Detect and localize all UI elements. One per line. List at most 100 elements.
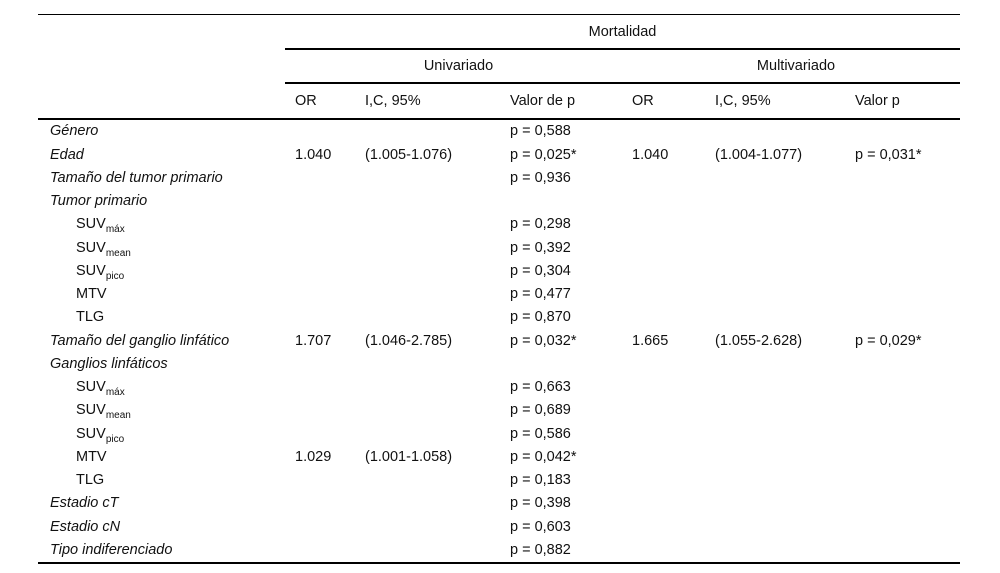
row-label-text: MTV	[76, 286, 107, 303]
row-label-text: TLG	[76, 309, 105, 326]
cell-ci-multivariate	[715, 446, 855, 469]
cell-ci-multivariate: (1.055-2.628)	[715, 332, 803, 349]
cell-ci-univariate	[365, 260, 510, 283]
cell-p-univariate: p = 0,398	[510, 495, 571, 512]
cell-or-univariate	[285, 539, 365, 563]
header-spacer	[38, 15, 285, 50]
cell-or-multivariate	[632, 167, 715, 190]
cell-p-univariate: p = 0,025*	[510, 146, 577, 163]
row-label-text: Ganglios linfáticos	[50, 355, 168, 372]
cell-p-multivariate	[855, 446, 960, 469]
row-label: Ganglios linfáticos	[38, 353, 285, 376]
row-label: TLG	[38, 469, 285, 492]
cell-p-univariate: p = 0,032*	[510, 332, 577, 349]
header-spacer	[38, 49, 285, 83]
cell-ci-multivariate	[715, 422, 855, 445]
cell-ci-univariate	[365, 167, 510, 190]
cell-ci-univariate: (1.001-1.058)	[365, 448, 453, 465]
row-label: Tamaño del tumor primario	[38, 167, 285, 190]
table-body: Género p = 0,588 Edad 1.040 (1.005-1.076) p =…	[38, 119, 960, 563]
cell-p-multivariate	[855, 283, 960, 306]
cell-or-univariate	[285, 376, 365, 399]
cell-or-univariate	[285, 119, 365, 143]
cell-or-univariate: 1.029	[295, 448, 332, 465]
row-label: Tumor primario	[38, 190, 285, 213]
row-label: Edad	[38, 143, 285, 166]
cell-p-univariate: p = 0,588	[510, 123, 571, 140]
table-row: SUVpico p = 0,304	[38, 260, 960, 283]
cell-ci-univariate	[365, 422, 510, 445]
row-label-subscript: mean	[105, 410, 131, 422]
cell-p-multivariate	[855, 515, 960, 538]
cell-ci-multivariate	[715, 190, 855, 213]
cell-p-univariate: p = 0,477	[510, 286, 571, 303]
row-label: SUVpico	[38, 422, 285, 445]
row-label-text: Género	[50, 123, 99, 140]
cell-ci-univariate	[365, 376, 510, 399]
col-header-or-multivariate: OR	[632, 83, 715, 120]
cell-or-multivariate	[632, 306, 715, 329]
row-label: Género	[38, 119, 285, 143]
cell-or-multivariate	[632, 446, 715, 469]
cell-or-multivariate	[632, 399, 715, 422]
col-header-p-univariate: Valor de p	[510, 83, 632, 120]
cell-or-multivariate: 1.665	[632, 332, 669, 349]
header-univariado: Univariado	[285, 49, 632, 84]
row-label: SUVpico	[38, 260, 285, 283]
row-label: Tamaño del ganglio linfático	[38, 329, 285, 352]
cell-ci-multivariate	[715, 353, 855, 376]
results-table: Mortalidad Univariado Multivariado OR I,…	[38, 14, 961, 564]
cell-p-univariate	[510, 353, 632, 376]
row-label: Tipo indiferenciado	[38, 539, 285, 563]
row-label: SUVmean	[38, 236, 285, 259]
header-row-columns: OR I,C, 95% Valor de p OR I,C, 95% Valor…	[38, 83, 961, 120]
col-header-ci-multivariate: I,C, 95%	[715, 83, 855, 120]
row-label: MTV	[38, 283, 285, 306]
cell-ci-multivariate	[715, 539, 855, 563]
cell-p-univariate: p = 0,689	[510, 402, 571, 419]
cell-or-multivariate	[632, 492, 715, 515]
cell-p-univariate: p = 0,298	[510, 216, 571, 233]
cell-p-multivariate: p = 0,031*	[855, 146, 922, 163]
table-row: Tipo indiferenciado p = 0,882	[38, 539, 960, 563]
cell-ci-univariate	[365, 492, 510, 515]
cell-p-multivariate	[855, 422, 960, 445]
cell-or-univariate	[285, 306, 365, 329]
cell-p-multivariate	[855, 353, 960, 376]
cell-p-multivariate	[855, 119, 960, 143]
cell-or-multivariate	[632, 469, 715, 492]
cell-p-univariate: p = 0,870	[510, 309, 571, 326]
cell-p-univariate: p = 0,936	[510, 169, 571, 186]
row-label-subscript: máx	[105, 224, 125, 236]
cell-p-multivariate	[855, 190, 960, 213]
cell-p-multivariate: p = 0,029*	[855, 332, 922, 349]
cell-or-multivariate	[632, 190, 715, 213]
row-label: TLG	[38, 306, 285, 329]
row-label-text: Estadio cT	[50, 495, 119, 512]
cell-p-multivariate	[855, 539, 960, 563]
cell-ci-multivariate	[715, 236, 855, 259]
cell-or-univariate	[285, 167, 365, 190]
table-row: TLG p = 0,183	[38, 469, 960, 492]
col-header-p-multivariate: Valor p	[855, 83, 961, 120]
table-row: Tamaño del ganglio linfático 1.707 (1.046-…	[38, 329, 960, 352]
table-row: SUVmean p = 0,392	[38, 236, 960, 259]
cell-or-univariate	[285, 353, 365, 376]
cell-p-univariate: p = 0,304	[510, 262, 571, 279]
row-label: SUVmean	[38, 399, 285, 422]
cell-or-univariate	[285, 190, 365, 213]
table-row: Tumor primario	[38, 190, 960, 213]
row-label-text: MTV	[76, 448, 107, 465]
cell-ci-multivariate	[715, 213, 855, 236]
cell-ci-multivariate	[715, 283, 855, 306]
cell-or-multivariate	[632, 515, 715, 538]
table-row: Estadio cN p = 0,603	[38, 515, 960, 538]
row-label-subscript: pico	[105, 433, 125, 445]
table-row: Estadio cT p = 0,398	[38, 492, 960, 515]
cell-p-multivariate	[855, 469, 960, 492]
cell-ci-univariate	[365, 306, 510, 329]
col-header-ci-univariate: I,C, 95%	[365, 83, 510, 120]
row-label-text: Tumor primario	[50, 193, 148, 210]
header-mortalidad: Mortalidad	[285, 14, 961, 50]
